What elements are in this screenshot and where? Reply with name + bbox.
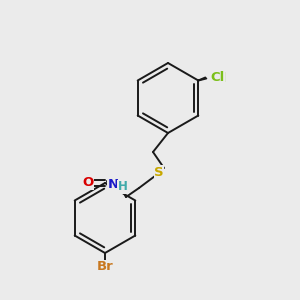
Text: H: H: [118, 181, 128, 194]
Text: Cl: Cl: [212, 72, 226, 85]
Text: S: S: [154, 166, 164, 178]
Text: O: O: [82, 176, 94, 190]
Text: N: N: [107, 178, 118, 191]
Text: Cl: Cl: [210, 71, 225, 84]
Text: Br: Br: [97, 260, 113, 274]
